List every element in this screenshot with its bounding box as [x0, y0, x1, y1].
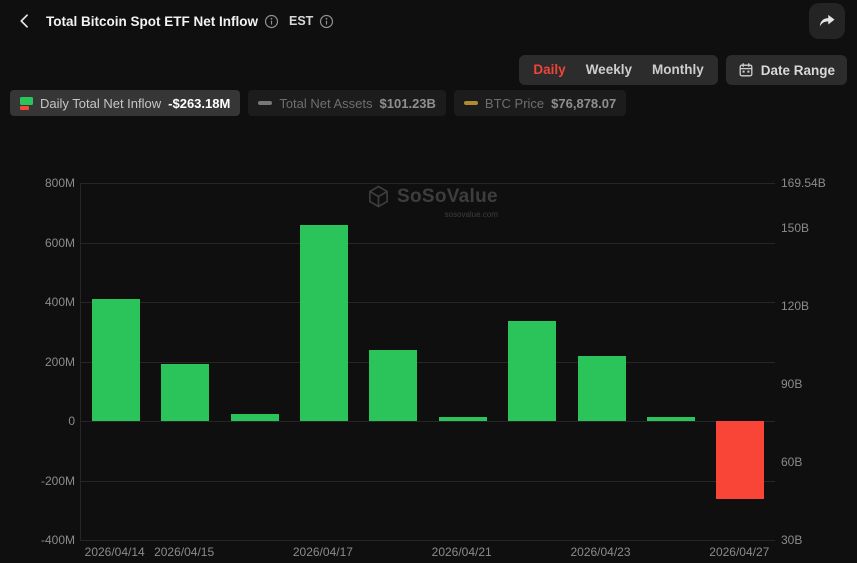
x-axis-tick: 2026/04/14 — [84, 545, 145, 559]
gridline — [81, 421, 775, 422]
page-title: Total Bitcoin Spot ETF Net Inflow — [46, 13, 258, 29]
y-axis-right: 169.54B 150B 120B 90B 60B 30B — [781, 176, 853, 547]
y-axis-tick-left: -200M — [40, 473, 75, 488]
legend-item-btc-price[interactable]: BTC Price $76,878.07 — [453, 90, 627, 116]
bar-positive[interactable] — [369, 349, 418, 421]
legend-label: Total Net Assets — [279, 95, 373, 111]
y-axis-tick-left: 0 — [68, 414, 75, 428]
dash-icon — [258, 101, 273, 105]
bar-positive[interactable] — [299, 224, 348, 421]
back-button[interactable] — [12, 8, 38, 34]
tab-daily[interactable]: Daily — [533, 62, 566, 77]
interval-segmented-control: Daily Weekly Monthly — [519, 55, 718, 85]
x-axis-tick: 2026/04/23 — [570, 545, 631, 559]
y-axis-tick-left: -400M — [40, 533, 75, 547]
gridline — [81, 361, 775, 363]
gridline — [81, 540, 775, 541]
sosovalue-logo-icon — [369, 185, 388, 208]
bar-positive[interactable] — [577, 355, 626, 421]
watermark: SoSoValue sosovalue.com — [366, 184, 498, 219]
watermark-domain: sosovalue.com — [444, 210, 498, 219]
y-axis-tick-left: 800M — [44, 176, 75, 190]
y-axis-left: 800M 600M 400M 200M 0 -200M -400M — [0, 176, 75, 547]
bar-positive[interactable] — [161, 364, 210, 421]
gridline — [81, 302, 775, 303]
x-axis-tick: 2026/04/27 — [709, 545, 770, 559]
y-axis-tick-left: 200M — [44, 354, 75, 369]
bar-positive[interactable] — [646, 416, 695, 421]
title-info-icon[interactable] — [264, 14, 279, 29]
bar-positive[interactable] — [508, 321, 557, 421]
header: Total Bitcoin Spot ETF Net Inflow EST — [0, 0, 857, 42]
gridline — [81, 242, 775, 244]
inflow-bars-icon — [20, 96, 33, 110]
y-axis-tick-left: 400M — [44, 295, 75, 309]
watermark-brand: SoSoValue — [397, 185, 498, 207]
y-axis-tick-left: 600M — [44, 235, 75, 250]
y-axis-tick-right: 90B — [781, 377, 803, 391]
share-icon — [819, 14, 835, 27]
legend-value: $101.23B — [379, 95, 436, 111]
bar-negative[interactable] — [716, 421, 765, 500]
bar-positive[interactable] — [438, 417, 487, 421]
legend-item-daily-net-inflow[interactable]: Daily Total Net Inflow -$263.18M — [10, 90, 241, 116]
y-axis-tick-right: 150B — [781, 221, 810, 235]
tab-weekly[interactable]: Weekly — [585, 62, 632, 77]
share-button[interactable] — [809, 3, 845, 39]
gridline — [81, 480, 775, 482]
y-axis-tick-right: 169.54B — [781, 176, 826, 190]
dash-icon — [463, 101, 478, 105]
bar-positive[interactable] — [230, 413, 279, 421]
x-axis-tick: 2026/04/21 — [431, 545, 492, 559]
x-axis: 2026/04/14 2026/04/15 2026/04/17 2026/04/21… — [80, 545, 775, 561]
tab-monthly[interactable]: Monthly — [651, 62, 704, 77]
chart-controls: Daily Weekly Monthly Date Range — [519, 55, 847, 85]
y-axis-tick-right: 120B — [781, 299, 810, 313]
date-range-button[interactable]: Date Range — [725, 55, 847, 85]
legend: Daily Total Net Inflow -$263.18M Total N… — [10, 90, 627, 116]
gridline — [81, 183, 775, 184]
legend-label: Daily Total Net Inflow — [40, 95, 162, 111]
timezone-info-icon[interactable] — [319, 14, 334, 29]
bar-positive[interactable] — [91, 299, 140, 421]
timezone-label: EST — [288, 14, 314, 28]
legend-value: $76,878.07 — [551, 95, 617, 111]
y-axis-tick-right: 30B — [781, 533, 803, 547]
legend-label: BTC Price — [484, 95, 545, 111]
legend-value: -$263.18M — [168, 95, 231, 111]
arrow-left-icon — [20, 14, 28, 28]
calendar-icon — [739, 63, 753, 77]
y-axis-tick-right: 60B — [781, 455, 803, 469]
x-axis-tick: 2026/04/15 — [154, 545, 215, 559]
date-range-label: Date Range — [760, 62, 835, 78]
x-axis-tick: 2026/04/17 — [292, 545, 353, 559]
legend-item-total-net-assets[interactable]: Total Net Assets $101.23B — [248, 90, 446, 116]
bar-chart-plot-area — [80, 183, 775, 541]
